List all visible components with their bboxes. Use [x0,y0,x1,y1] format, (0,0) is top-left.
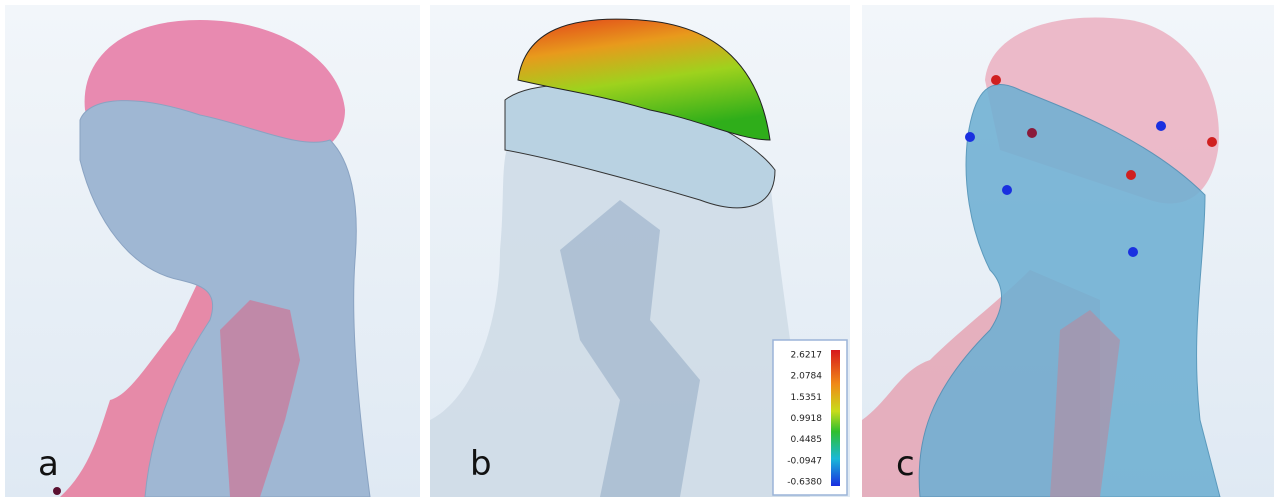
landmark-dot [53,487,61,495]
figure: a b 2.6217 2.0784 1.5351 0.9918 0.4485 -0.094… [0,0,1274,497]
panel-label: b [470,444,492,484]
colorbar-label: 0.9918 [791,414,823,424]
landmark-dot [1027,128,1037,138]
panel-c: c [862,5,1274,497]
colorbar-label: -0.0947 [787,456,822,466]
landmark-dot [1002,185,1012,195]
landmark-dot [1207,137,1217,147]
colorbar-label: 2.6217 [791,351,823,361]
colorbar-label: 1.5351 [791,393,823,403]
panel-a: a [5,5,420,497]
landmark-dot [1126,170,1136,180]
page: {"panels": [{"label": "a"}, {"label": "b… [0,0,1274,497]
landmark-dot [1156,121,1166,131]
panel-label: c [896,444,915,484]
landmark-dot [1128,247,1138,257]
landmark-dot [991,75,1001,85]
landmark-dot [965,132,975,142]
colorbar-gradient [831,350,840,486]
panel-label: a [38,444,59,484]
colorbar-label: 2.0784 [791,372,823,382]
colorbar-label: 0.4485 [791,435,823,445]
colorbar-label: -0.6380 [787,478,822,488]
colorbar: 2.6217 2.0784 1.5351 0.9918 0.4485 -0.0947 -0.… [773,340,847,495]
panel-b: b 2.6217 2.0784 1.5351 0.9918 0.4485 -0.0947 -… [430,5,850,497]
